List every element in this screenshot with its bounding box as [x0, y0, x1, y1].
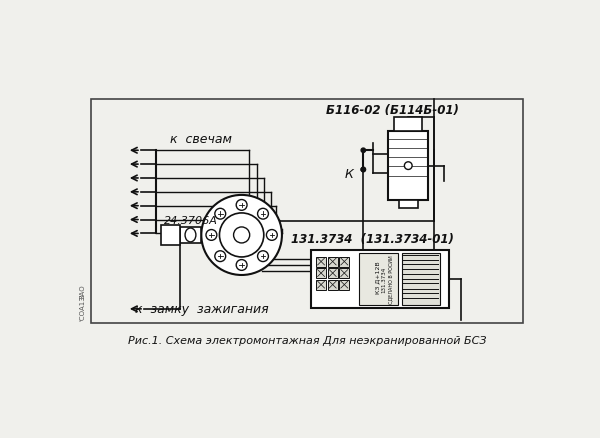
Text: 24.3706А: 24.3706А: [164, 215, 218, 225]
Circle shape: [236, 260, 247, 271]
Text: КЗ Д+12В: КЗ Д+12В: [376, 261, 380, 293]
Bar: [161, 226, 179, 245]
Bar: [359, 254, 398, 305]
Circle shape: [236, 200, 247, 211]
Bar: [394, 118, 422, 132]
Bar: [339, 257, 349, 267]
Bar: [339, 268, 349, 279]
Circle shape: [361, 148, 365, 153]
Text: к  замку  зажигания: к замку зажигания: [134, 303, 268, 316]
Text: 131.3734: 131.3734: [382, 266, 386, 292]
Bar: [179, 228, 202, 243]
Circle shape: [266, 230, 277, 241]
Circle shape: [361, 168, 365, 173]
Bar: [316, 257, 326, 267]
Text: СДЕЛАНО В РОСИИ: СДЕЛАНО В РОСИИ: [388, 255, 393, 304]
Text: Рис.1. Схема электромонтажная Для неэкранированной БСЗ: Рис.1. Схема электромонтажная Для неэкра…: [128, 336, 487, 346]
Circle shape: [404, 162, 412, 170]
Text: К: К: [344, 167, 353, 180]
Bar: [339, 280, 349, 290]
Circle shape: [361, 168, 365, 173]
Circle shape: [233, 227, 250, 244]
Bar: [311, 251, 449, 308]
Bar: [316, 268, 326, 279]
Circle shape: [215, 209, 226, 219]
Ellipse shape: [185, 229, 196, 242]
Bar: [328, 280, 338, 290]
Bar: [91, 100, 523, 323]
Circle shape: [257, 209, 268, 219]
Bar: [328, 268, 338, 279]
Bar: [402, 254, 440, 305]
Circle shape: [202, 195, 282, 276]
Bar: [399, 201, 418, 208]
Bar: [328, 257, 338, 267]
Text: Б116-02 (Б114Б-01): Б116-02 (Б114Б-01): [326, 104, 459, 117]
Circle shape: [220, 213, 264, 258]
Text: 131.3734  (131.3734-01): 131.3734 (131.3734-01): [291, 232, 454, 245]
Bar: [316, 280, 326, 290]
Circle shape: [257, 251, 268, 262]
Circle shape: [206, 230, 217, 241]
Text: 'СОА13': 'СОА13': [80, 292, 86, 320]
Text: к  свечам: к свечам: [170, 133, 232, 146]
Circle shape: [215, 251, 226, 262]
Bar: [388, 132, 428, 201]
Text: ЗАО: ЗАО: [80, 283, 86, 298]
